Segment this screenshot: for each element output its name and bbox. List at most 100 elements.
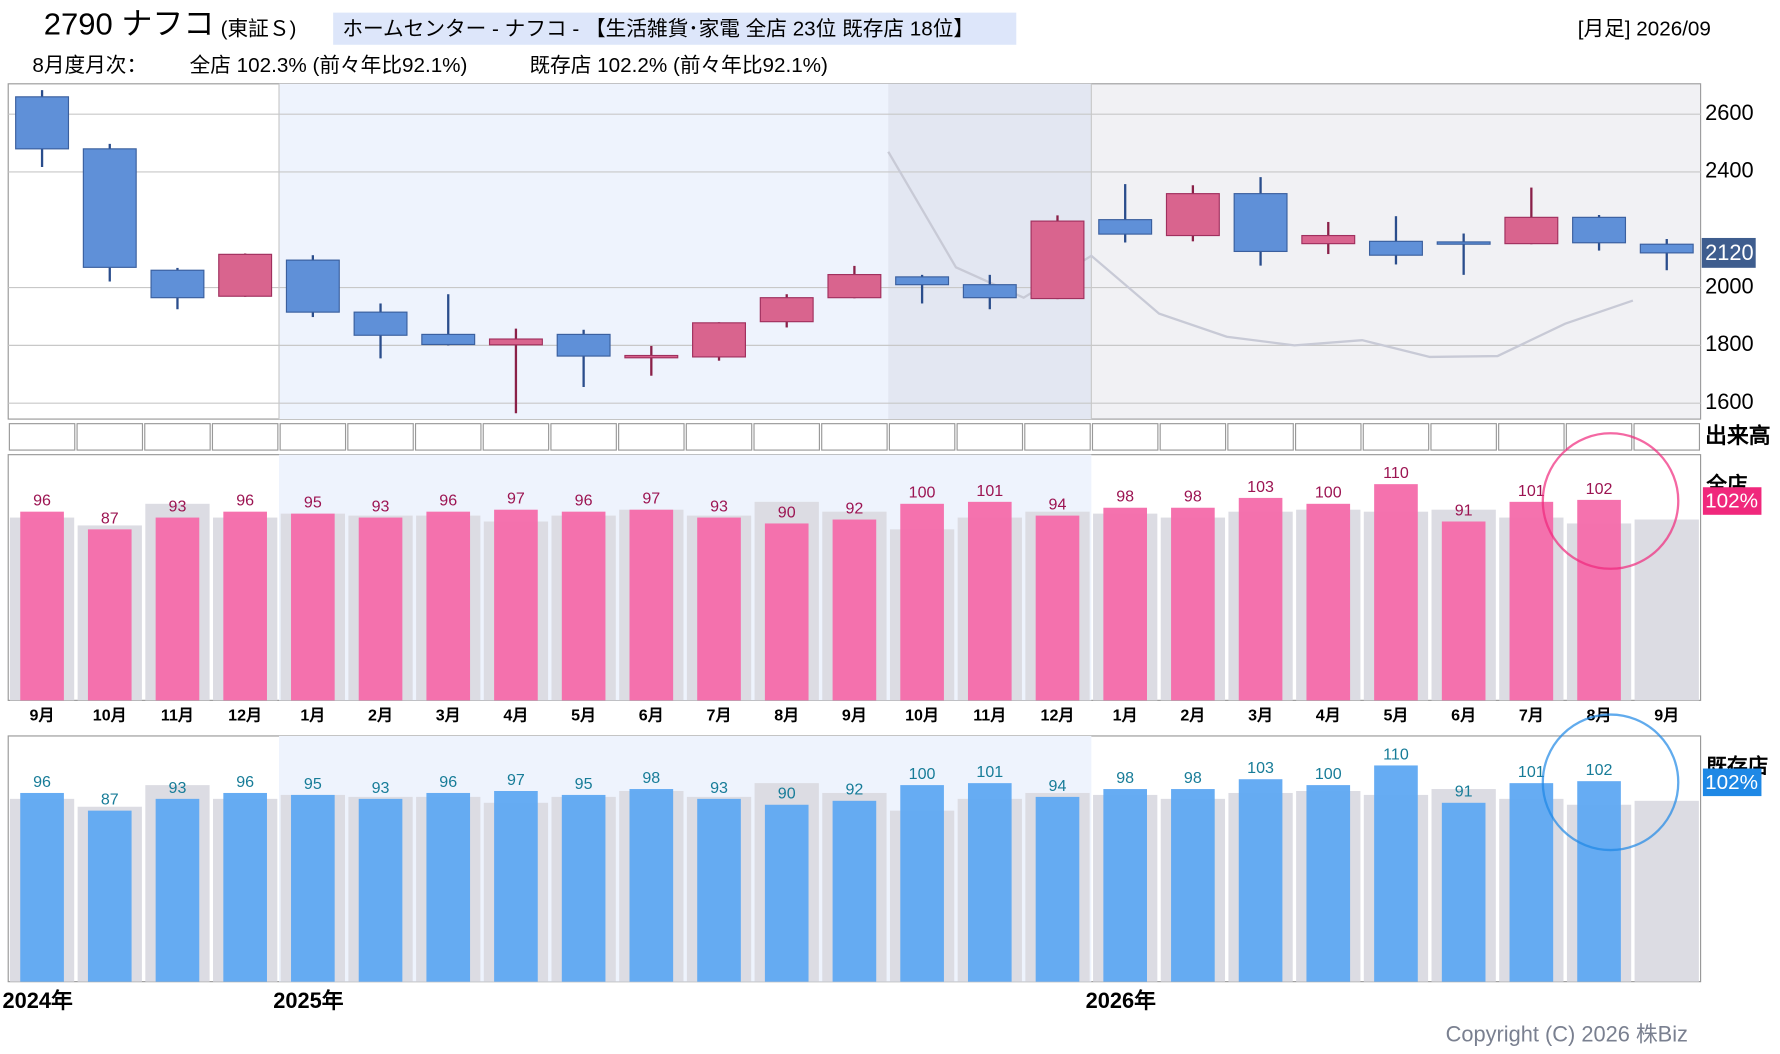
tag: 102%: [1705, 771, 1758, 794]
data-label: 96: [439, 773, 457, 791]
data-label: 93: [169, 779, 187, 797]
candle-body: [1233, 193, 1288, 253]
y-tick-label: 2600: [1705, 100, 1754, 125]
prior-bar: [1634, 800, 1699, 982]
candle-body: [150, 269, 205, 299]
bar: [900, 785, 944, 982]
data-label: 98: [1184, 769, 1202, 787]
data-label: 101: [976, 763, 1003, 781]
candle-body: [1098, 219, 1153, 235]
tag-bg: [1702, 487, 1762, 515]
volume-box: [1362, 423, 1430, 451]
data-label: 100: [1315, 765, 1342, 783]
data-label: 100: [909, 484, 936, 502]
bar: [20, 792, 64, 982]
bar: [494, 791, 538, 982]
market: (東証Ｓ): [221, 17, 297, 40]
bar: [1509, 501, 1554, 701]
bar: [1441, 521, 1486, 701]
data-label: 87: [101, 509, 119, 527]
data-label: 87: [101, 791, 119, 809]
bar: [155, 798, 200, 982]
bar: [358, 798, 403, 982]
volume-box: [1159, 423, 1227, 451]
data-label: 98: [642, 769, 660, 787]
bar: [358, 517, 403, 701]
candle-body: [827, 273, 882, 299]
data-label: 90: [778, 503, 796, 521]
bar: [832, 519, 877, 701]
data-label: 97: [642, 490, 660, 508]
x-tick-label: 6月: [639, 707, 664, 725]
volume-box: [414, 423, 482, 451]
x-tick-label: 1月: [1113, 707, 1138, 725]
candle-body: [1572, 216, 1627, 244]
data-label: 96: [236, 773, 254, 791]
bar: [629, 789, 674, 982]
data-label: 98: [1116, 488, 1134, 506]
volume-box: [1091, 423, 1159, 451]
bar: [1509, 783, 1554, 982]
candle-body: [218, 253, 273, 297]
data-label: 100: [909, 765, 936, 783]
data-label: 101: [976, 482, 1003, 500]
y-tick-label: 1800: [1705, 331, 1754, 356]
data-label: 93: [169, 497, 187, 515]
candle-body: [962, 284, 1017, 299]
volume-box: [618, 423, 685, 451]
data-label: 93: [372, 779, 390, 797]
x-tick-label: 9月: [842, 707, 867, 725]
volume-box: [211, 423, 279, 451]
candle-body: [759, 297, 814, 323]
data-label: 95: [304, 775, 322, 793]
candle-body: [1301, 234, 1356, 245]
data-label: 93: [710, 779, 728, 797]
x-tick-label: 4月: [503, 707, 528, 725]
volume-box: [1024, 423, 1091, 451]
x-tick-label: 3月: [1248, 707, 1273, 725]
candle-body: [421, 333, 476, 346]
data-label: 93: [372, 497, 390, 515]
bar: [1238, 779, 1283, 982]
data-label: 110: [1383, 464, 1409, 482]
data-label: 92: [845, 499, 863, 517]
candle-body: [624, 354, 679, 359]
title: 2790 ナフコ: [44, 7, 215, 42]
bar: [1171, 507, 1215, 701]
bar: [1374, 765, 1418, 982]
candle-body: [488, 338, 543, 346]
x-tick-label: 11月: [161, 707, 194, 725]
all-stores-summary: 全店 102.3% (前々年比92.1%): [190, 54, 468, 77]
volume-box: [347, 423, 414, 451]
volume-box: [956, 423, 1024, 451]
data-label: 98: [1116, 769, 1134, 787]
volume-box: [1430, 423, 1497, 451]
data-label: 96: [439, 492, 457, 510]
data-label: 95: [575, 775, 593, 793]
y-tick-label: 2400: [1705, 158, 1754, 183]
highlight-ring: [1541, 713, 1680, 852]
year-band: [279, 83, 1092, 420]
x-tick-label: 2月: [368, 707, 393, 725]
bar: [223, 792, 267, 982]
x-tick-label: 8月: [774, 707, 799, 725]
data-label: 100: [1315, 484, 1342, 502]
candle-body: [1504, 216, 1559, 245]
bar: [1103, 789, 1148, 982]
y-tick-label: 2000: [1705, 273, 1754, 298]
candle-body: [692, 322, 746, 358]
volume-box: [888, 423, 956, 451]
data-label: 103: [1247, 759, 1274, 777]
x-tick-label: 4月: [1316, 707, 1341, 725]
bar: [1306, 503, 1351, 701]
x-tick-label: 2月: [1180, 707, 1205, 725]
x-tick-label: 1月: [300, 707, 325, 725]
x-tick-label: 6月: [1451, 707, 1476, 725]
x-tick-label: 10月: [905, 707, 939, 725]
data-label: 95: [304, 494, 322, 512]
bar: [1374, 484, 1418, 701]
volume-box: [550, 423, 617, 451]
data-label: 110: [1383, 745, 1409, 763]
